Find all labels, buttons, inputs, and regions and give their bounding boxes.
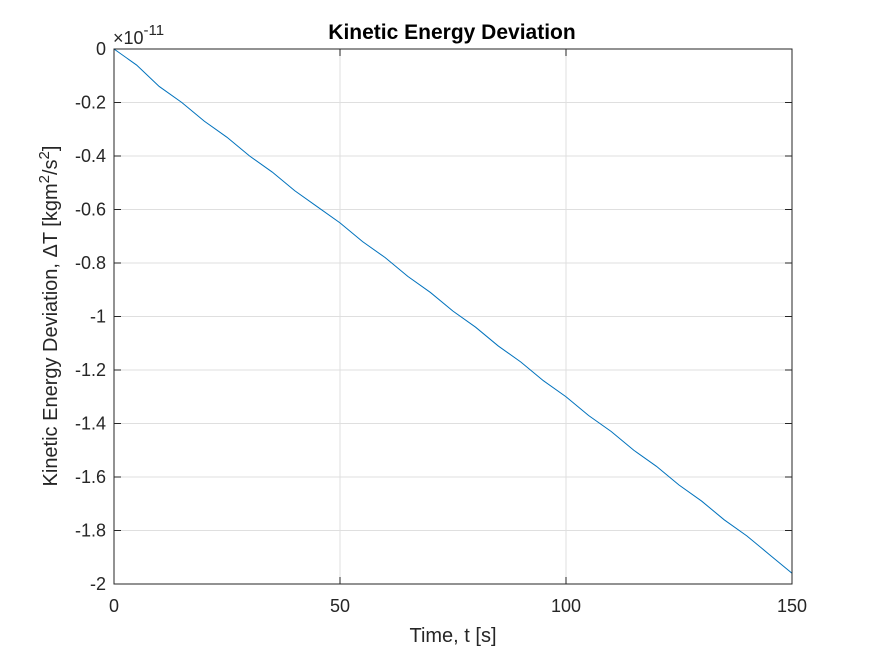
- y-tick-label: -1.2: [75, 360, 106, 380]
- y-tick-label: -0.8: [75, 253, 106, 273]
- y-exponent: ×10-11: [113, 22, 164, 48]
- y-axis-label-part-2: ΔT [kgm: [40, 183, 62, 257]
- y-axis-label-sup-1: 2: [36, 175, 53, 183]
- x-tick-label: 50: [330, 596, 350, 616]
- y-tick-label: 0: [96, 39, 106, 59]
- y-exponent-prefix: ×10: [113, 28, 144, 48]
- y-axis-label: Kinetic Energy Deviation, ΔT [kgm2/s2]: [36, 146, 62, 487]
- y-tick-label: -1.6: [75, 467, 106, 487]
- y-tick-label: -0.2: [75, 93, 106, 113]
- y-tick-label: -2: [90, 574, 106, 594]
- y-tick-label: -1: [90, 307, 106, 327]
- y-tick-label: -0.4: [75, 146, 106, 166]
- chart-title: Kinetic Energy Deviation: [328, 21, 575, 44]
- ticks: 0 50 100 150 0 -0.2 -0.4 -0.6 -0.8 -1 -1.2 -1.4 -1.6…: [75, 39, 807, 616]
- x-axis-label: Time, t [s]: [409, 625, 496, 647]
- y-tick-label: -0.6: [75, 200, 106, 220]
- y-exponent-power: -11: [144, 22, 165, 39]
- x-tick-label: 0: [109, 596, 119, 616]
- y-axis-label-part-3: /s: [40, 159, 62, 175]
- y-axis-label-part-1: Kinetic Energy Deviation,: [40, 257, 62, 486]
- y-tick-label: -1.8: [75, 521, 106, 541]
- svg-text:×10-11: ×10-11: [113, 22, 164, 48]
- series-line: [113, 48, 793, 574]
- y-tick-label: -1.4: [75, 414, 106, 434]
- y-axis-label-part-4: ]: [40, 146, 62, 152]
- y-axis-label-sup-2: 2: [36, 151, 53, 159]
- x-tick-label: 150: [777, 596, 807, 616]
- series-layer: [113, 48, 793, 574]
- x-tick-label: 100: [551, 596, 581, 616]
